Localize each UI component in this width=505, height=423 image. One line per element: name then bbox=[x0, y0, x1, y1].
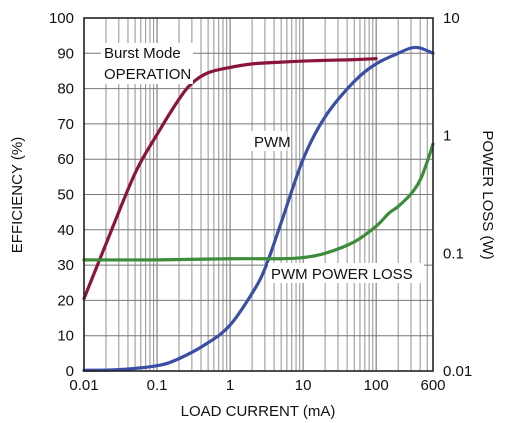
pwm-label-bg bbox=[251, 131, 287, 151]
pwm-loss-label-bg bbox=[268, 263, 424, 283]
y-tick-label: 80 bbox=[57, 81, 74, 98]
y2-axis-title: POWER LOSS (W) bbox=[479, 130, 496, 259]
y-tick-label: 0 bbox=[66, 363, 74, 380]
pwm-power-loss-line bbox=[82, 142, 435, 262]
x-tick-label: 10 bbox=[295, 377, 312, 394]
x-tick-label: 600 bbox=[420, 377, 445, 394]
pwm-power-loss-label: PWM POWER LOSS bbox=[271, 266, 413, 283]
x-tick-label: 0.01 bbox=[69, 377, 98, 394]
y-tick-label: 90 bbox=[57, 45, 74, 62]
operation-label: OPERATION bbox=[104, 66, 191, 83]
y2-tick-label: 0.01 bbox=[443, 363, 472, 380]
y-tick-label: 20 bbox=[57, 292, 74, 309]
y-axis-title: EFFICIENCY (%) bbox=[9, 137, 26, 253]
x-tick-label: 0.1 bbox=[147, 377, 168, 394]
y-tick-label: 100 bbox=[49, 10, 74, 27]
y-tick-label: 40 bbox=[57, 222, 74, 239]
burst-label-bg bbox=[101, 43, 193, 84]
y2-tick-label: 10 bbox=[443, 10, 460, 27]
pwm-label: PWM bbox=[254, 134, 291, 151]
plot-frame bbox=[83, 17, 434, 372]
x-tick-label: 1 bbox=[226, 377, 234, 394]
x-axis-title: LOAD CURRENT (mA) bbox=[181, 403, 336, 420]
y-tick-label: 50 bbox=[57, 187, 74, 204]
y-tick-label: 60 bbox=[57, 151, 74, 168]
y2-tick-label: 1 bbox=[443, 128, 451, 145]
x-tick-label: 100 bbox=[364, 377, 389, 394]
pwm-efficiency-line bbox=[82, 45, 435, 372]
y-tick-label: 70 bbox=[57, 116, 74, 133]
burst-mode-label: Burst Mode bbox=[104, 45, 181, 62]
y-tick-label: 10 bbox=[57, 328, 74, 345]
y-tick-label: 30 bbox=[57, 257, 74, 274]
burst-mode-efficiency-line bbox=[82, 56, 378, 301]
y2-tick-label: 0.1 bbox=[443, 245, 464, 262]
tick-labels: 0.01 0.1 1 10 100 600 0 10 20 30 40 50 60 70 80 90 100 0.… bbox=[49, 10, 472, 394]
data-series bbox=[82, 45, 435, 372]
